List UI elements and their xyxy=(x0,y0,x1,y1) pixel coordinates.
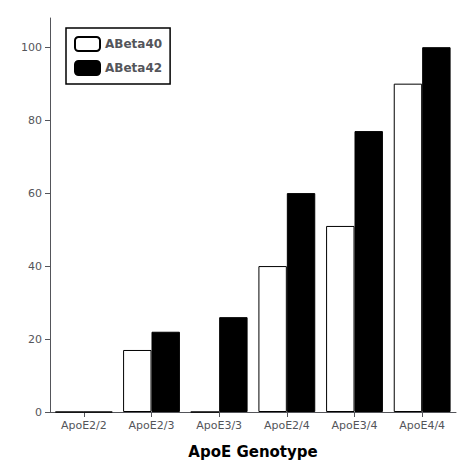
svg-text:ABeta42: ABeta42 xyxy=(105,61,162,75)
svg-text:ApoE2/4: ApoE2/4 xyxy=(264,419,310,432)
svg-text:ApoE4/4: ApoE4/4 xyxy=(399,419,445,432)
svg-text:40: 40 xyxy=(28,260,42,273)
svg-text:ABeta40: ABeta40 xyxy=(105,37,162,51)
svg-text:0: 0 xyxy=(35,406,42,419)
svg-text:ApoE2/3: ApoE2/3 xyxy=(129,419,175,432)
svg-text:80: 80 xyxy=(28,114,42,127)
svg-text:20: 20 xyxy=(28,333,42,346)
svg-text:ApoE Genotype: ApoE Genotype xyxy=(188,443,317,461)
svg-text:ApoE3/4: ApoE3/4 xyxy=(332,419,378,432)
svg-text:ApoE3/3: ApoE3/3 xyxy=(196,419,242,432)
svg-text:ApoE2/2: ApoE2/2 xyxy=(61,419,107,432)
svg-text:100: 100 xyxy=(21,41,42,54)
svg-text:60: 60 xyxy=(28,187,42,200)
